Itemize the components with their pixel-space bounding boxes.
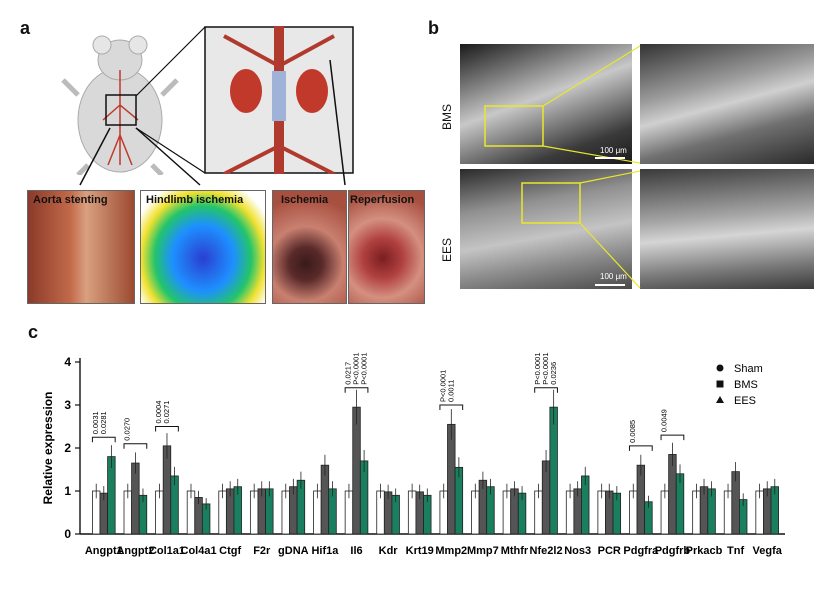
gene-expression-chart: 0 1 2 3 4 Relative expression Angpt1Angpt2Col1… — [41, 352, 785, 557]
y-tick-label: 4 — [64, 355, 71, 369]
y-tick-label: 2 — [64, 441, 71, 455]
category-label: Prkacb — [686, 545, 723, 557]
category-label: Kdr — [379, 545, 399, 557]
ees-sem-zoom — [640, 169, 814, 289]
category-label: Nos3 — [564, 545, 591, 557]
significance-bracket — [660, 434, 685, 441]
bar-bms — [541, 460, 551, 535]
category-label: F2r — [253, 545, 271, 557]
ischemia-title: Ischemia — [281, 194, 329, 206]
aorta-stenting-title: Aorta stenting — [33, 194, 108, 206]
category-label: Krt19 — [406, 545, 434, 557]
category-label: Tnf — [727, 545, 744, 557]
panel-b-letter: b — [428, 18, 439, 38]
kidney-zoom-illustration — [204, 26, 354, 174]
bar-bms — [668, 454, 677, 535]
y-axis-label: Relative expression — [41, 392, 55, 505]
significance-bracket — [628, 445, 653, 451]
category-label: Mthfr — [501, 545, 529, 557]
category-label: Vegfa — [753, 545, 783, 557]
panel-c-letter: c — [28, 322, 39, 342]
p-value-annotation: 0.0270 — [122, 418, 131, 441]
reperfusion-photo — [348, 190, 425, 304]
significance-bracket — [123, 443, 148, 449]
p-value-annotation: 0.0011 — [446, 380, 455, 402]
category-label: PCR — [598, 545, 621, 557]
category-label: Mmp7 — [467, 545, 499, 557]
category-label: Pdgfrb — [655, 545, 691, 557]
p-value-annotation: 0.0004 — [154, 401, 163, 424]
legend-marker-sham — [716, 364, 724, 372]
p-value-annotation: P<0.0001 — [360, 352, 369, 384]
p-value-annotation: 0.0217 — [344, 362, 353, 385]
bar-bms — [162, 445, 172, 535]
p-value-annotation: 0.0281 — [99, 411, 108, 434]
significance-bracket — [534, 387, 558, 393]
p-value-annotation: P<0.0001 — [541, 352, 550, 384]
ees-scale-bar: 100 μm — [600, 272, 627, 281]
category-label: Ctgf — [219, 545, 241, 557]
category-label: Il6 — [350, 545, 362, 557]
legend-marker-ees — [716, 396, 724, 403]
ischemia-photo — [272, 190, 347, 304]
mouse-illustration — [61, 35, 179, 175]
aorta-stenting-photo — [27, 190, 135, 304]
p-value-annotation: 0.0049 — [659, 409, 668, 432]
category-label: Angpt1 — [85, 545, 123, 557]
legend-label: EES — [734, 395, 756, 407]
bms-sem-zoom — [640, 44, 814, 164]
p-value-annotation: P<0.0001 — [352, 352, 361, 384]
y-tick-label: 3 — [64, 398, 71, 412]
p-value-annotation: 0.0236 — [549, 362, 558, 385]
hindlimb-ischemia-title: Hindlimb ischemia — [146, 194, 244, 206]
legend-marker-bms — [716, 380, 724, 388]
panel-a-letter: a — [20, 18, 31, 38]
bar-bms — [352, 406, 361, 535]
reperfusion-title: Reperfusion — [350, 194, 415, 206]
y-tick-label: 0 — [64, 527, 71, 541]
p-value-annotation: 0.0271 — [162, 401, 171, 424]
p-value-annotation: P<0.0001 — [533, 352, 542, 384]
significance-bracket — [91, 436, 116, 443]
significance-bracket — [439, 404, 464, 410]
p-value-annotation: 0.0031 — [91, 411, 100, 434]
significance-bracket — [344, 387, 369, 393]
hindlimb-ischemia-photo — [140, 190, 266, 304]
bar-ees — [549, 406, 558, 535]
category-label: Mmp2 — [435, 545, 467, 557]
bms-scale-bar: 100 μm — [600, 146, 627, 155]
bar-ees — [359, 460, 369, 535]
legend-label: BMS — [734, 379, 758, 391]
category-label: Angpt2 — [116, 545, 154, 557]
ees-sem-image — [460, 169, 632, 289]
legend-label: Sham — [734, 363, 763, 375]
category-label: Hif1a — [311, 545, 339, 557]
p-value-annotation: 0.0085 — [628, 420, 637, 443]
bar-bms — [447, 423, 456, 535]
significance-bracket — [155, 426, 179, 432]
y-tick-label: 1 — [64, 484, 71, 498]
bar-ees — [107, 456, 116, 535]
category-label: Nfe2l2 — [530, 545, 563, 557]
category-label: Col4a1 — [181, 545, 217, 557]
category-label: Pdgfra — [623, 545, 659, 557]
category-label: Col1a1 — [149, 545, 185, 557]
p-value-annotation: P<0.0001 — [438, 370, 447, 402]
category-label: gDNA — [278, 545, 309, 557]
